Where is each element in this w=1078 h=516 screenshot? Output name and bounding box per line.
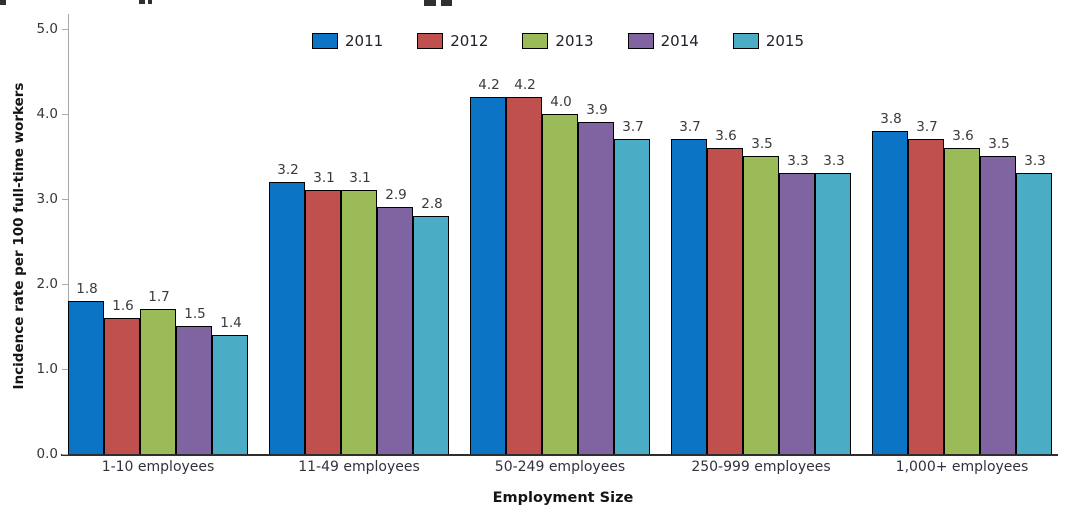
y-axis-tick-label: 2.0	[36, 276, 58, 292]
bar-2015-50-249 employees: 3.7	[614, 120, 650, 454]
bar-value-label: 3.3	[1024, 153, 1046, 169]
bar-value-label: 3.7	[622, 119, 644, 135]
bar-2012-11-49 employees: 3.1	[305, 171, 341, 454]
y-axis-tick-label: 1.0	[36, 361, 58, 377]
bar-2014-50-249 employees: 3.9	[578, 103, 614, 454]
bar-2013-1-10 employees: 1.7	[140, 290, 176, 454]
bar-value-label: 1.4	[220, 315, 242, 331]
bar-value-label: 3.2	[277, 162, 299, 178]
bar-group-250-999 employees: 3.7 3.6 3.5 3.3 3.3	[671, 120, 851, 454]
y-axis-tick	[62, 29, 68, 30]
legend-label: 2012	[450, 32, 489, 50]
bar-2011-250-999 employees: 3.7	[671, 120, 707, 454]
bar-value-label: 2.9	[385, 187, 407, 203]
bar-2011-50-249 employees: 4.2	[470, 78, 506, 454]
bar-value-label: 4.2	[514, 77, 536, 93]
y-axis-tick	[62, 199, 68, 200]
y-axis-line	[68, 14, 69, 455]
bar-2012-250-999 employees: 3.6	[707, 129, 743, 454]
legend-label: 2015	[765, 32, 804, 50]
bar-value-label: 3.8	[880, 111, 902, 127]
bar-2015-11-49 employees: 2.8	[413, 197, 449, 454]
legend-entry-2011: 2011	[312, 33, 383, 49]
legend-label: 2013	[555, 32, 594, 50]
x-axis-category-label: 11-49 employees	[298, 459, 420, 475]
legend-entry-2012: 2012	[417, 33, 488, 49]
x-axis-category-label: 1-10 employees	[101, 459, 215, 475]
bar-2013-50-249 employees: 4.0	[542, 95, 578, 454]
bar-group-11-49 employees: 3.2 3.1 3.1 2.9 2.8	[269, 163, 449, 454]
bar-value-label: 3.5	[988, 136, 1010, 152]
legend-label: 2014	[660, 32, 699, 50]
bar-value-label: 3.7	[916, 119, 938, 135]
legend-entry-2014: 2014	[627, 32, 699, 50]
y-axis-tick-label: 3.0	[36, 191, 58, 207]
x-axis-line	[61, 454, 1058, 456]
x-axis-title: Employment Size	[492, 490, 634, 506]
x-axis-category-label: 50-249 employees	[494, 459, 626, 475]
bar-2012-1-10 employees: 1.6	[104, 299, 140, 454]
legend-swatch-2011	[312, 33, 338, 49]
bar-2012-1,000+ employees: 3.7	[908, 120, 944, 454]
y-axis-tick-label: 5.0	[36, 21, 58, 37]
y-axis-tick-label: 4.0	[36, 106, 58, 122]
bar-2013-1,000+ employees: 3.6	[944, 129, 980, 454]
bar-2013-11-49 employees: 3.1	[341, 171, 377, 454]
bar-value-label: 1.8	[76, 281, 98, 297]
x-axis-category-label: 1,000+ employees	[895, 459, 1029, 475]
cropped-title-artifact	[441, 0, 452, 6]
bar-2011-1-10 employees: 1.8	[68, 282, 104, 454]
legend-swatch-2014	[627, 33, 654, 49]
bar-value-label: 1.7	[148, 289, 170, 305]
cropped-title-artifact	[139, 0, 145, 4]
bar-2015-250-999 employees: 3.3	[815, 154, 851, 454]
legend-label: 2011	[345, 32, 384, 50]
bar-2014-250-999 employees: 3.3	[779, 154, 815, 454]
bar-value-label: 2.8	[421, 196, 443, 212]
y-axis-tick	[62, 454, 68, 455]
y-axis-tick-label: 0.0	[36, 446, 58, 462]
bar-2015-1,000+ employees: 3.3	[1016, 154, 1052, 454]
bar-2011-11-49 employees: 3.2	[269, 163, 305, 454]
bar-2011-1,000+ employees: 3.8	[872, 112, 908, 454]
bar-2013-250-999 employees: 3.5	[743, 137, 779, 454]
cropped-title-artifact	[424, 0, 436, 6]
bar-2012-50-249 employees: 4.2	[506, 78, 542, 454]
bar-value-label: 3.3	[823, 153, 845, 169]
cropped-title-artifact	[148, 0, 152, 4]
chart-legend: 2011 2012 2013 2014 2015	[312, 33, 804, 49]
bar-2015-1-10 employees: 1.4	[212, 316, 248, 454]
y-axis-tick	[62, 114, 68, 115]
cropped-title-artifact	[0, 0, 6, 5]
legend-swatch-2015	[732, 33, 759, 49]
bar-value-label: 3.6	[715, 128, 737, 144]
bar-value-label: 1.5	[184, 306, 206, 322]
bar-2014-1,000+ employees: 3.5	[980, 137, 1016, 454]
bar-value-label: 4.2	[478, 77, 500, 93]
bar-value-label: 3.3	[787, 153, 809, 169]
bar-value-label: 3.9	[586, 102, 608, 118]
bar-value-label: 3.1	[349, 170, 371, 186]
bar-group-1-10 employees: 1.8 1.6 1.7 1.5 1.4	[68, 282, 248, 454]
legend-entry-2013: 2013	[522, 32, 594, 50]
bar-value-label: 3.7	[679, 119, 701, 135]
bar-2014-1-10 employees: 1.5	[176, 307, 212, 454]
bar-2014-11-49 employees: 2.9	[377, 188, 413, 454]
legend-entry-2015: 2015	[732, 32, 804, 50]
bar-value-label: 3.1	[313, 170, 335, 186]
bar-value-label: 4.0	[550, 94, 572, 110]
legend-swatch-2013	[522, 33, 549, 49]
x-axis-category-label: 250-999 employees	[691, 459, 831, 475]
bar-value-label: 3.5	[751, 136, 773, 152]
legend-swatch-2012	[417, 33, 444, 49]
bar-value-label: 3.6	[952, 128, 974, 144]
bar-group-1,000+ employees: 3.8 3.7 3.6 3.5 3.3	[872, 112, 1052, 454]
y-axis-tick	[62, 369, 68, 370]
bar-group-50-249 employees: 4.2 4.2 4.0 3.9 3.7	[470, 78, 650, 454]
bar-value-label: 1.6	[112, 298, 134, 314]
y-axis-tick	[62, 284, 68, 285]
